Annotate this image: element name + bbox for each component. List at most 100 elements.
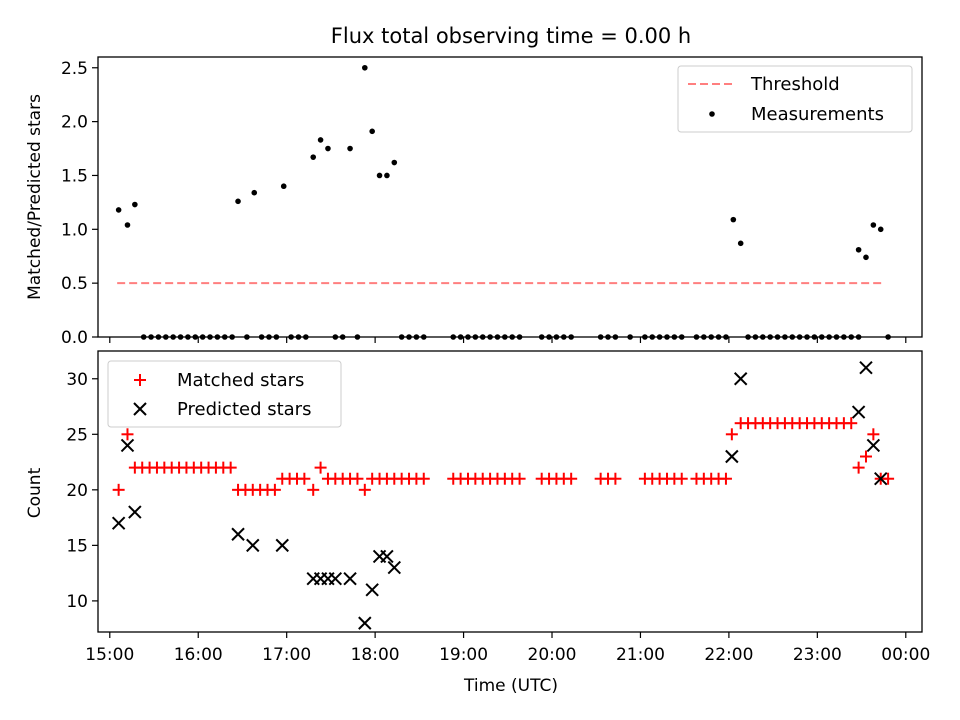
matched-star-marker (859, 450, 872, 463)
predicted-star-marker (380, 549, 394, 564)
y-tick-label: 1.5 (61, 166, 88, 186)
matched-star-marker (314, 461, 327, 474)
measurement-point (376, 172, 383, 179)
y-tick-label: 0.0 (61, 328, 88, 348)
matched-star-marker (609, 472, 622, 485)
bottom-legend-box (107, 360, 342, 428)
bottom-axes-frame (97, 350, 923, 633)
top-panel: 0.0 0.5 1.0 1.5 2.0 2.5 Matched/Predicted sta… (25, 56, 923, 348)
matched-star-marker (565, 472, 578, 485)
top-axes-frame (97, 56, 923, 338)
legend-predicted-swatch (133, 402, 147, 416)
top-x-axis (109, 337, 907, 343)
measurement-point (730, 216, 737, 223)
matched-star-marker (882, 472, 895, 485)
legend-predicted-label: Predicted stars (177, 399, 311, 420)
predicted-star-marker (725, 449, 739, 464)
predicted-star-marker (128, 505, 142, 519)
measurement-point (235, 198, 241, 205)
y-tick-label: 15 (66, 536, 88, 556)
matched-star-marker (725, 428, 738, 441)
y-tick-label: 0.5 (61, 274, 88, 294)
x-tick-label: 22:00 (704, 645, 753, 665)
matched-star-marker (852, 461, 865, 474)
bottom-panel: 10 15 20 25 30 15:00 16:00 17:00 18:00 19:00 20:0… (25, 350, 930, 696)
measurement-point (317, 137, 324, 143)
chart-title: Flux total observing time = 0.00 h (331, 24, 691, 48)
x-axis-label: Time (UTC) (463, 676, 558, 696)
predicted-star-marker (120, 438, 135, 453)
top-legend: Threshold Measurements (677, 65, 913, 133)
predicted-star-marker (111, 516, 126, 530)
x-tick-label: 15:00 (85, 645, 134, 665)
matched-star-marker (358, 483, 371, 496)
matched-star-marker (224, 461, 237, 474)
matched-star-marker (675, 472, 688, 485)
matched-star-marker (121, 428, 134, 441)
bottom-legend: Matched stars Predicted stars (107, 360, 342, 428)
legend-matched-swatch (134, 374, 146, 386)
top-plot-area (115, 64, 891, 340)
measurement-point (870, 222, 877, 228)
y-tick-label: 20 (66, 481, 88, 501)
legend-threshold-label: Threshold (750, 74, 840, 95)
matched-star-marker (298, 472, 311, 485)
predicted-star-marker (851, 405, 866, 419)
predicted-star-marker (866, 438, 881, 453)
measurement-point (124, 222, 131, 228)
predicted-star-marker (343, 571, 357, 586)
matched-star-marker (513, 472, 526, 485)
top-legend-box (677, 65, 913, 133)
measurement-point (369, 128, 375, 135)
y-tick-label: 2.0 (61, 113, 88, 133)
x-tick-label: 20:00 (528, 645, 577, 665)
matched-star-marker (719, 472, 732, 485)
matched-star-marker (268, 483, 281, 496)
predicted-star-marker (387, 560, 401, 575)
measurement-point (855, 246, 862, 253)
y-tick-label: 2.5 (61, 59, 88, 79)
predicted-star-marker (275, 538, 289, 553)
matched-star-marker (112, 483, 125, 496)
measurement-point (347, 145, 353, 152)
x-tick-label: 19:00 (439, 645, 488, 665)
matched-star-marker (845, 417, 858, 430)
x-tick-label: 17:00 (262, 645, 311, 665)
y-tick-label: 25 (66, 425, 88, 445)
measurement-point (325, 145, 331, 152)
bottom-y-axis: 10 15 20 25 30 (66, 370, 98, 612)
measurement-point (737, 240, 744, 247)
predicted-star-marker (328, 571, 343, 586)
x-tick-label: 18:00 (351, 645, 400, 665)
measurement-point (280, 183, 287, 190)
y-tick-label: 10 (66, 592, 88, 612)
matched-star-marker (867, 428, 880, 441)
legend-measurements-label: Measurements (751, 104, 884, 125)
measurement-point (863, 254, 869, 261)
predicted-star-marker (231, 527, 245, 541)
measurement-point (362, 64, 368, 71)
predicted-star-marker (733, 372, 748, 386)
measurement-point (877, 226, 884, 233)
x-tick-label: 21:00 (616, 645, 665, 665)
y-tick-label: 1.0 (61, 220, 88, 240)
measurement-point (384, 172, 390, 179)
predicted-star-marker (859, 360, 873, 375)
measurement-point (251, 189, 258, 196)
predicted-star-marker (874, 472, 888, 486)
measurement-point (310, 154, 317, 160)
measurement-point (132, 201, 138, 208)
legend-measurements-swatch (709, 111, 715, 117)
legend-matched-label: Matched stars (177, 370, 304, 391)
predicted-star-marker (365, 583, 379, 597)
matched-star-marker (351, 472, 364, 485)
bottom-y-axis-label: Count (25, 467, 45, 518)
x-tick-label: 23:00 (793, 645, 842, 665)
predicted-star-marker (358, 616, 372, 630)
x-tick-label: 00:00 (881, 645, 930, 665)
x-tick-label: 16:00 (174, 645, 223, 665)
bottom-plot-area (111, 360, 895, 630)
y-tick-label: 30 (66, 370, 88, 390)
matched-star-marker (417, 472, 430, 485)
